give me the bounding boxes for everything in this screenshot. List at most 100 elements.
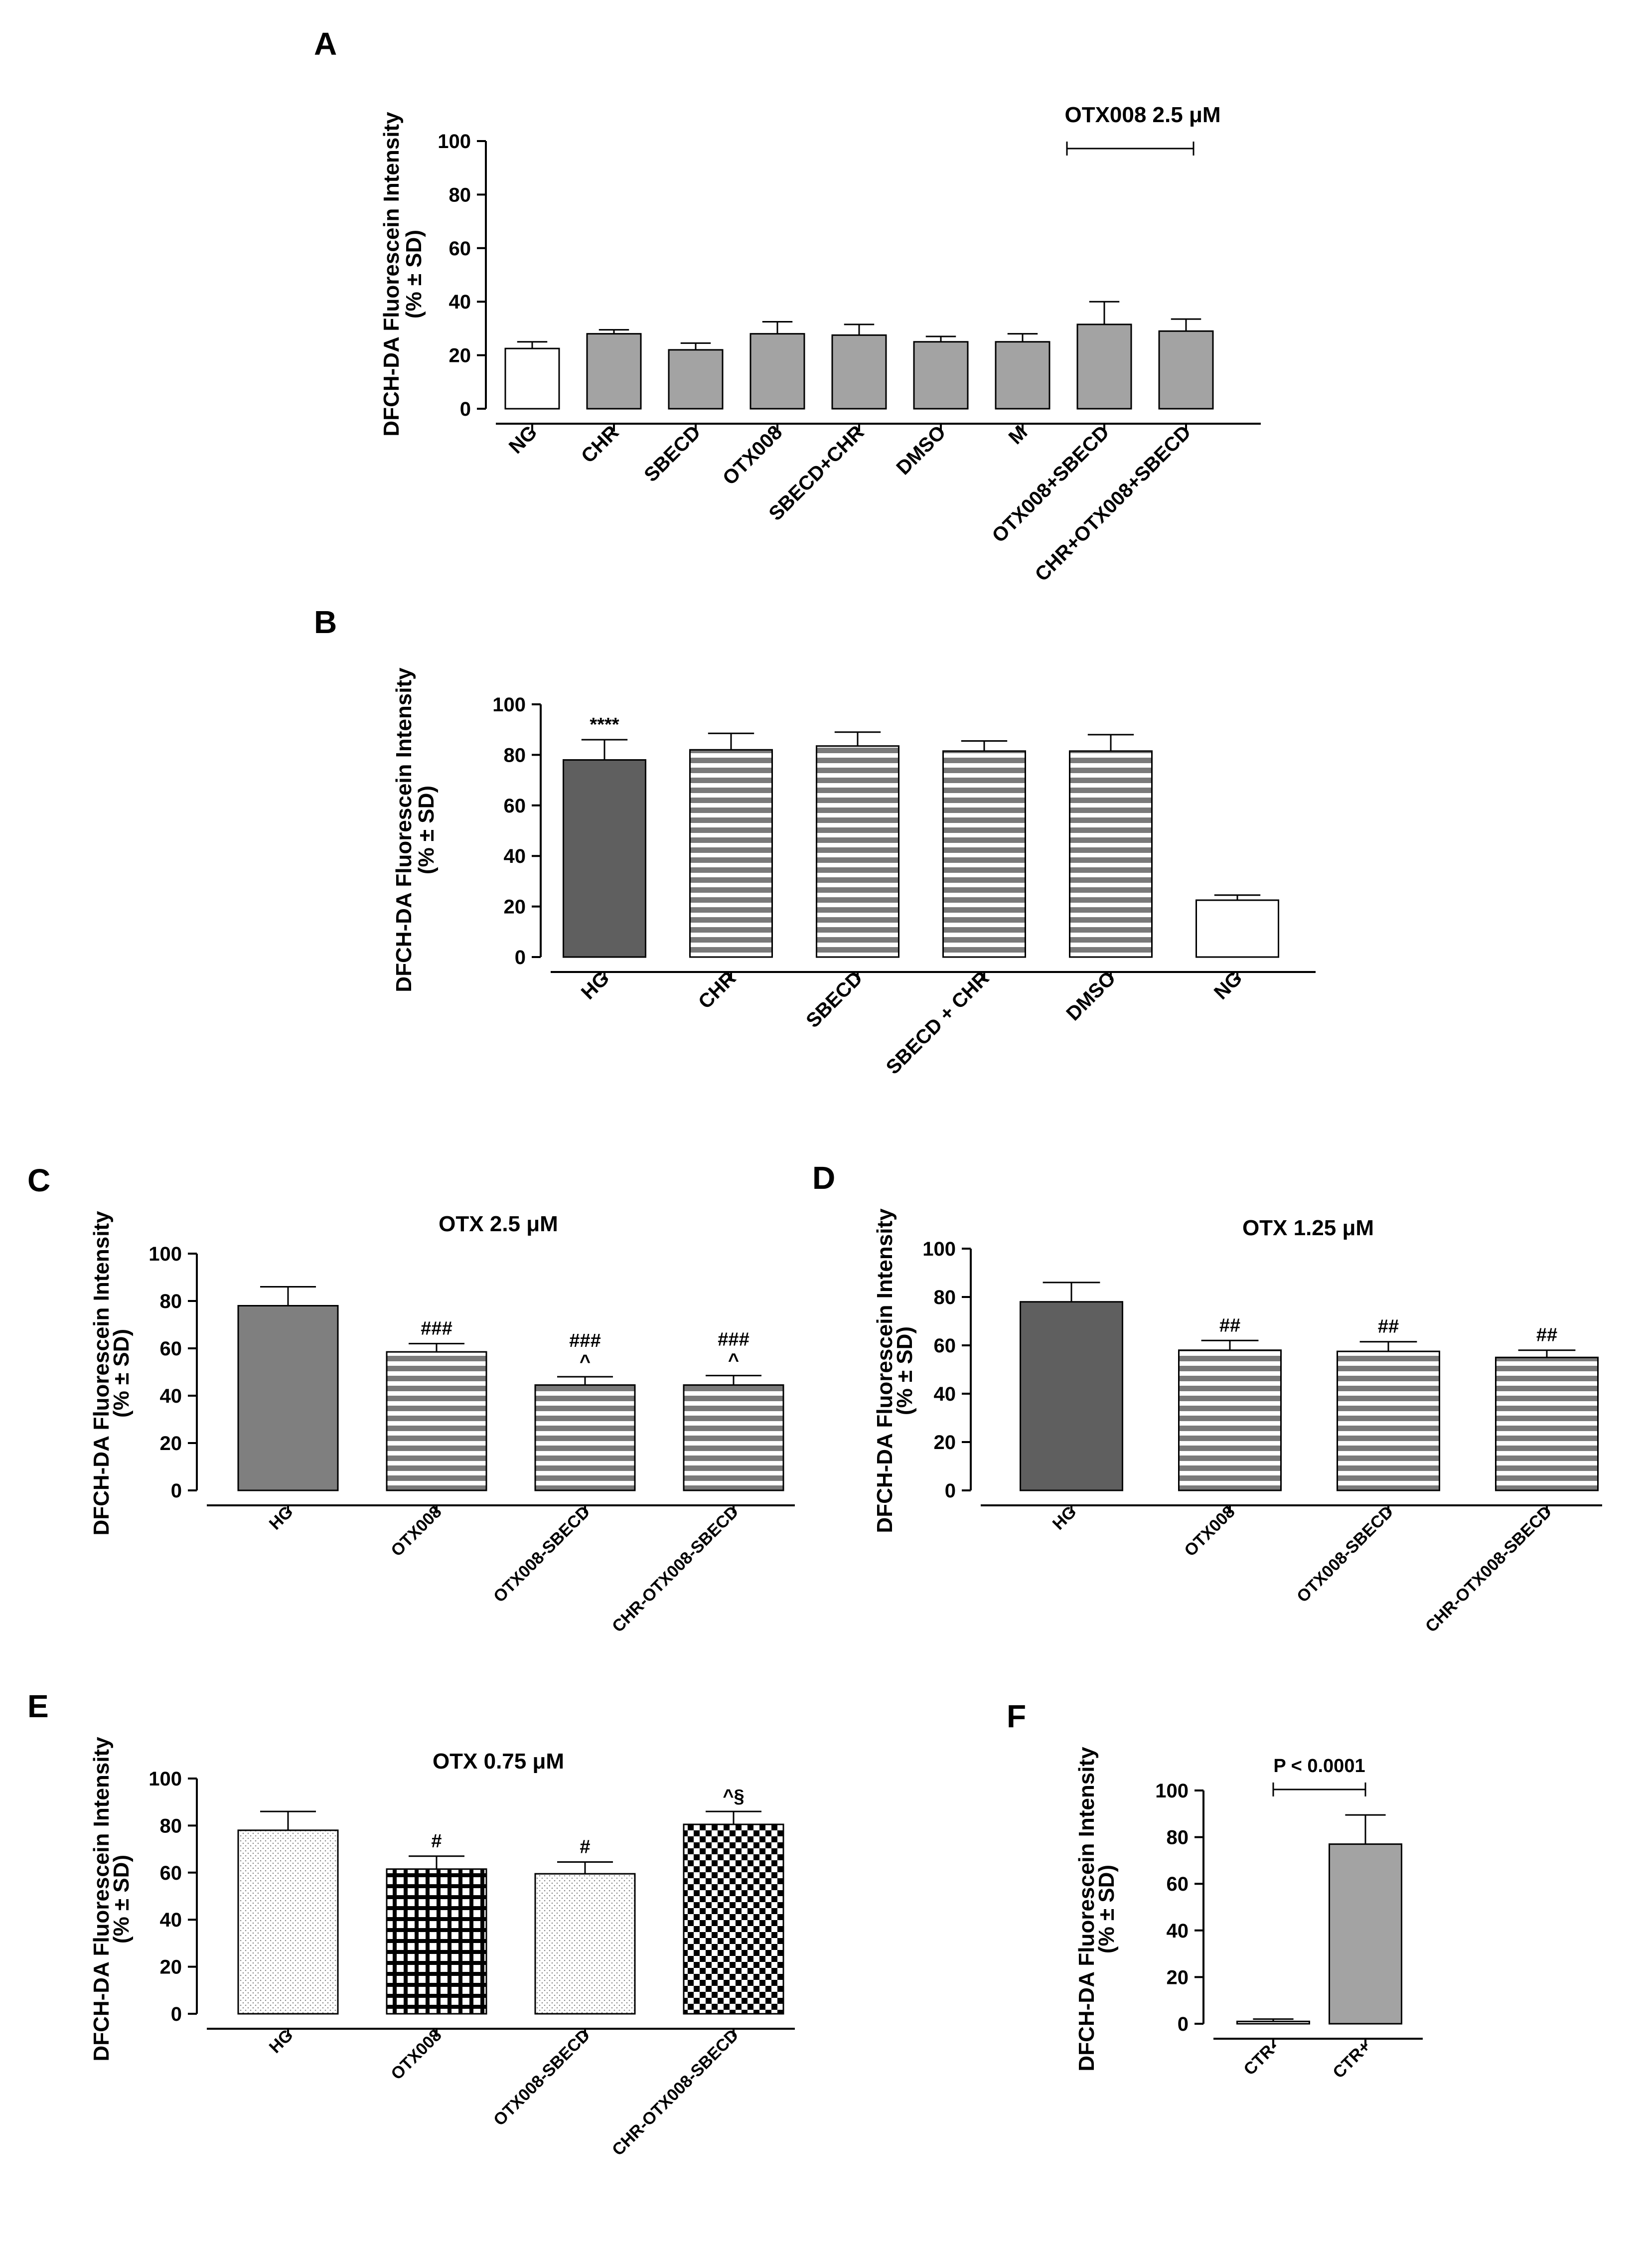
y-tick-label: 100	[149, 1243, 182, 1265]
bar	[668, 349, 724, 410]
bar	[913, 341, 969, 410]
x-tick-label: OTX008	[719, 421, 786, 489]
y-axis-label: (% ± SD)	[109, 1855, 134, 1944]
y-tick-label: 80	[449, 184, 471, 206]
bar	[586, 333, 642, 410]
significance-label: #	[580, 1837, 590, 1858]
y-tick-label: 0	[945, 1480, 956, 1502]
y-tick-label: 20	[934, 1432, 956, 1454]
bar	[563, 759, 646, 958]
significance-label: ###	[718, 1329, 749, 1350]
y-tick-label: 100	[922, 1238, 956, 1260]
x-tick-label: HG	[1049, 1502, 1080, 1534]
bar	[1195, 899, 1279, 958]
x-tick-label: OTX008	[387, 1502, 445, 1560]
y-tick-label: 100	[149, 1768, 182, 1790]
chart-title: OTX 2.5 μM	[439, 1212, 558, 1236]
bar	[683, 1384, 784, 1491]
y-tick-label: 20	[1167, 1966, 1189, 1988]
y-tick-label: 80	[504, 744, 526, 766]
panel-letter: B	[314, 604, 337, 640]
y-axis-label: (% ± SD)	[109, 1329, 134, 1418]
bar	[683, 1823, 784, 2015]
panel-e: E OTX 0.75 μM DFCH-DA Fluorescein Intensit…	[27, 1688, 795, 2159]
x-tick-label: OTX008	[387, 2026, 445, 2084]
bar	[386, 1351, 487, 1491]
bar	[1236, 2020, 1310, 2025]
x-tick-label: DMSO	[1062, 967, 1120, 1025]
y-tick-label: 40	[160, 1909, 182, 1931]
bar	[504, 347, 560, 410]
y-tick-label: 100	[1155, 1780, 1189, 1802]
y-tick-label: 60	[160, 1862, 182, 1884]
panel-letter: D	[812, 1160, 835, 1196]
panel-c: C OTX 2.5 μM DFCH-DA Fluorescein Intensity…	[27, 1162, 795, 1636]
y-tick-label: 80	[160, 1815, 182, 1837]
significance-label: ##	[1378, 1316, 1399, 1337]
panel-letter: F	[1007, 1698, 1026, 1734]
y-tick-label: 40	[934, 1383, 956, 1405]
y-tick-label: 80	[160, 1291, 182, 1312]
x-tick-label: CHR+OTX008+SBECD	[1031, 421, 1195, 586]
y-tick-label: 100	[492, 694, 526, 716]
y-tick-label: 80	[934, 1287, 956, 1308]
significance-label: ##	[1536, 1325, 1557, 1346]
bar	[237, 1829, 339, 2015]
y-axis-label: DFCH-DA Fluorescein Intensity	[379, 112, 404, 437]
x-tick-label: M	[1005, 421, 1032, 449]
pvalue-label: P < 0.0001	[1273, 1756, 1365, 1777]
y-tick-label: 100	[438, 131, 471, 153]
panel-b: B DFCH-DA Fluorescein Intensity(% ± SD) 0 2…	[314, 604, 1316, 1079]
bracket-label: OTX008 2.5 μM	[1064, 103, 1220, 127]
y-axis-label: DFCH-DA Fluorescein Intensity	[89, 1737, 114, 2062]
bar	[1076, 324, 1132, 410]
y-tick-label: 60	[1167, 1873, 1189, 1895]
chart-title: OTX 0.75 μM	[433, 1749, 564, 1774]
y-axis-label: DFCH-DA Fluorescein Intensity	[1074, 1747, 1099, 2072]
y-axis-label: DFCH-DA Fluorescein Intensity	[873, 1208, 897, 1533]
x-tick-label: NG	[505, 421, 542, 458]
x-tick-label: SBECD	[640, 421, 705, 486]
x-tick-label: OTX008-SBECD	[490, 1502, 594, 1607]
y-axis-label: (% ± SD)	[1094, 1865, 1119, 1953]
panel-f: F DFCH-DA Fluorescein Intensity(% ± SD) 0 2…	[1007, 1698, 1423, 2082]
panel-d: D OTX 1.25 μM DFCH-DA Fluorescein Intensit…	[812, 1160, 1602, 1636]
y-axis-label: DFCH-DA Fluorescein Intensity	[89, 1211, 114, 1536]
bar	[1329, 1843, 1402, 2025]
bar	[534, 1873, 636, 2015]
x-tick-label: DMSO	[892, 421, 950, 479]
y-tick-label: 20	[160, 1956, 182, 1978]
bar	[942, 750, 1026, 958]
x-tick-label: CTR+	[1329, 2037, 1374, 2082]
x-tick-label: SBECD + CHR	[882, 967, 994, 1079]
y-tick-label: 40	[1167, 1920, 1189, 1942]
x-tick-label: OTX008-SBECD	[490, 2026, 594, 2130]
x-tick-label: CHR-OTX008-SBECD	[1422, 1502, 1556, 1636]
y-tick-label: 60	[504, 795, 526, 817]
y-axis-label: (% ± SD)	[414, 786, 439, 874]
y-tick-label: 0	[1178, 2013, 1189, 2035]
y-tick-label: 0	[460, 398, 471, 420]
y-tick-label: 0	[171, 1480, 182, 1502]
panel-letter: E	[27, 1688, 49, 1724]
bar	[995, 341, 1050, 410]
y-tick-label: 40	[160, 1385, 182, 1407]
significance-label: ****	[590, 714, 619, 735]
bar	[816, 745, 899, 958]
x-tick-label: CHR-OTX008-SBECD	[608, 2026, 743, 2160]
x-tick-label: CHR	[577, 421, 623, 467]
x-tick-label: CHR-OTX008-SBECD	[608, 1502, 743, 1636]
bar	[386, 1868, 487, 2015]
significance-label: ^§	[723, 1786, 744, 1807]
bar	[749, 333, 805, 410]
y-tick-label: 0	[515, 947, 526, 969]
x-tick-label: OTX008	[1181, 1502, 1238, 1560]
bar	[1178, 1349, 1282, 1491]
y-axis-label: (% ± SD)	[402, 230, 426, 319]
x-tick-label: CTR-	[1240, 2037, 1282, 2079]
significance-label: ###	[421, 1318, 452, 1339]
panel-a: A DFCH-DA Fluorescein Intensity(% ± SD) 0 2…	[314, 26, 1261, 586]
y-tick-label: 60	[934, 1335, 956, 1357]
y-tick-label: 40	[504, 845, 526, 867]
